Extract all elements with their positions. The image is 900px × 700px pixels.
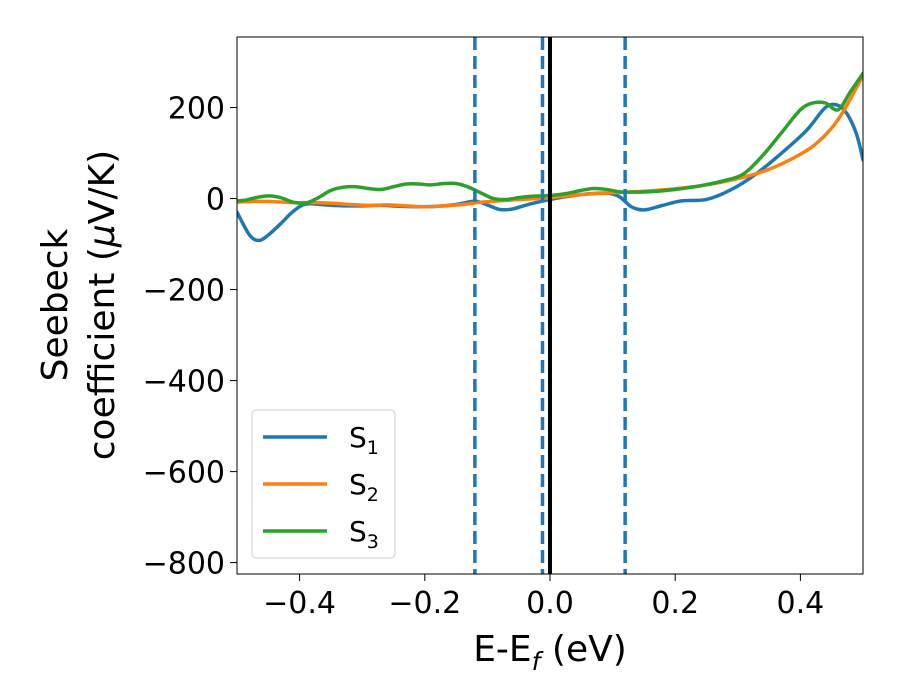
- y-axis-label: Seebeck coefficient (μV/K): [35, 150, 123, 460]
- y-axis-label-line1: Seebeck: [35, 228, 76, 381]
- x-tick-label: 0.2: [651, 586, 699, 621]
- x-tick-label: 0.4: [777, 586, 825, 621]
- x-tick-label: −0.4: [263, 586, 336, 621]
- y-tick-label: −200: [143, 274, 225, 309]
- legend-label-s1: S1: [349, 421, 379, 459]
- x-axis-ticks: −0.4 −0.2 0.0 0.2 0.4: [263, 574, 824, 621]
- x-axis-label: E-Ef (eV): [473, 629, 627, 676]
- y-axis-ticks: 200 0 −200 −400 −600 −800: [143, 92, 237, 582]
- y-tick-label: −800: [143, 547, 225, 582]
- vertical-reference-lines: [473, 37, 627, 574]
- x-tick-label: 0.0: [526, 586, 574, 621]
- y-tick-label: 200: [168, 92, 225, 127]
- legend-label-s2: S2: [349, 468, 379, 506]
- plot-lines: [237, 71, 863, 243]
- x-tick-label: −0.2: [388, 586, 461, 621]
- y-tick-label: 0: [206, 183, 225, 218]
- legend-label-s3: S3: [349, 515, 379, 553]
- y-tick-label: −400: [143, 365, 225, 400]
- series-line-s3: [237, 71, 863, 206]
- legend: S1 S2 S3: [251, 409, 396, 559]
- y-tick-label: −600: [143, 456, 225, 491]
- series-line-s2: [237, 73, 863, 209]
- y-axis-label-line2: coefficient (μV/K): [82, 150, 123, 460]
